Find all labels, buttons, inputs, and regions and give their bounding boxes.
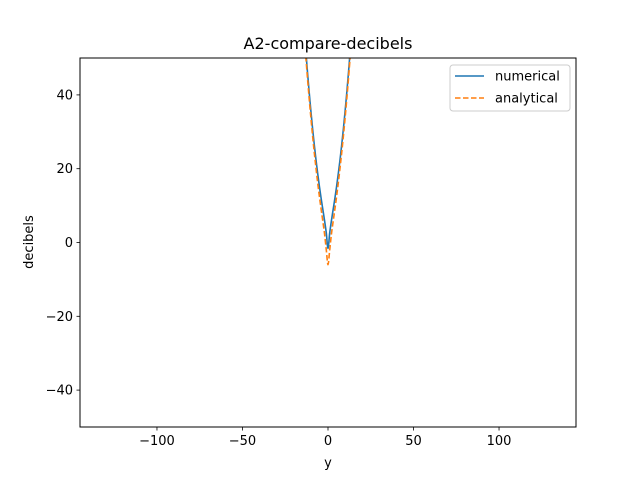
chart-title: A2-compare-decibels [244,34,413,53]
y-tick-label: −40 [46,384,73,399]
series-line-analytical [305,58,351,266]
series-layer [305,58,351,266]
x-axis: −100 −50 0 50 100 [139,427,511,449]
x-axis-label: y [324,456,332,471]
legend: numerical analytical [449,64,571,112]
x-tick-label: 0 [324,434,332,449]
legend-label-numerical: numerical [495,70,560,85]
legend-label-analytical: analytical [495,92,558,107]
plot-area [80,58,576,427]
x-tick-label: −50 [229,434,256,449]
y-tick-label: −20 [46,310,73,325]
series-line-numerical [305,58,351,250]
y-axis-label: decibels [22,215,37,269]
y-tick-label: 20 [56,162,73,177]
x-tick-label: −100 [139,434,175,449]
y-tick-label: 0 [65,236,73,251]
x-tick-label: 100 [487,434,512,449]
y-tick-label: 40 [56,88,73,103]
x-tick-label: 50 [405,434,422,449]
y-axis: −40 −20 0 20 40 [46,88,80,399]
